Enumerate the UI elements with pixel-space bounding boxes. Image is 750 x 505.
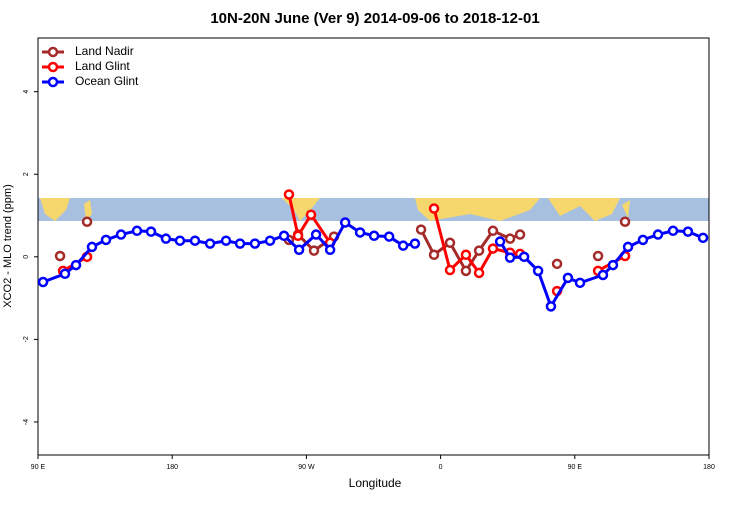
point <box>532 265 544 277</box>
point <box>514 229 526 240</box>
point <box>204 238 216 249</box>
point <box>473 267 485 279</box>
y-tick-label: -2 <box>23 336 30 342</box>
legend-marker <box>47 76 59 88</box>
point <box>264 235 276 246</box>
point <box>234 238 246 249</box>
point <box>354 227 366 238</box>
point <box>415 224 427 235</box>
point <box>460 249 472 261</box>
x-tick-label: 0 <box>439 464 443 471</box>
point <box>551 258 563 270</box>
point <box>487 225 499 237</box>
point <box>339 217 351 228</box>
legend-marker <box>47 46 59 58</box>
point <box>131 225 143 237</box>
point <box>283 189 295 200</box>
point <box>115 229 127 240</box>
y-tick-label: 4 <box>23 90 30 94</box>
point <box>383 231 395 242</box>
point <box>160 233 172 244</box>
plot-frame <box>37 37 710 456</box>
point <box>397 240 409 251</box>
point <box>293 244 305 256</box>
point <box>607 259 619 271</box>
y-tick-label: -4 <box>23 419 30 425</box>
point <box>494 236 506 247</box>
x-tick-label: 90 E <box>568 464 583 471</box>
legend-label: Land Glint <box>75 59 130 73</box>
point <box>220 235 232 246</box>
point <box>324 244 336 256</box>
point <box>368 230 380 242</box>
point <box>59 268 71 279</box>
point <box>460 265 472 277</box>
point <box>637 234 649 246</box>
point <box>574 277 586 289</box>
point <box>308 245 320 256</box>
point <box>310 229 322 240</box>
x-tick-label: 90 E <box>31 464 46 471</box>
legend-marker <box>47 61 59 73</box>
point <box>518 251 530 263</box>
point <box>81 216 93 227</box>
point <box>145 226 157 237</box>
legend-label: Land Nadir <box>75 44 134 58</box>
point <box>444 264 456 276</box>
point <box>592 250 604 262</box>
point <box>409 238 421 249</box>
point <box>622 241 634 253</box>
point <box>249 238 261 249</box>
y-tick-label: 2 <box>23 172 30 176</box>
point <box>597 269 609 281</box>
point <box>428 249 440 261</box>
point <box>70 259 82 271</box>
point <box>189 235 201 246</box>
point <box>667 225 679 237</box>
x-axis-label: Longitude <box>349 476 402 490</box>
point <box>619 216 631 227</box>
legend-label: Ocean Glint <box>75 74 139 88</box>
point <box>697 232 709 244</box>
point <box>292 230 304 242</box>
y-axis-label: XCO2 - MLO trend (ppm) <box>2 184 14 307</box>
point <box>473 245 485 256</box>
point <box>428 203 440 214</box>
point <box>504 233 516 244</box>
map-strip <box>38 198 709 221</box>
point <box>37 276 49 288</box>
point <box>278 230 290 242</box>
point <box>174 235 186 246</box>
point <box>652 229 664 240</box>
chart-title: 10N-20N June (Ver 9) 2014-09-06 to 2018-… <box>210 10 539 27</box>
point <box>54 250 66 262</box>
point <box>305 209 317 220</box>
point <box>562 272 574 284</box>
point <box>682 226 694 237</box>
x-tick-label: 90 W <box>298 464 315 471</box>
point <box>504 252 516 263</box>
point <box>487 243 499 254</box>
x-tick-label: 180 <box>703 464 715 471</box>
point <box>100 234 112 246</box>
point <box>545 301 557 312</box>
point <box>86 241 98 253</box>
y-tick-label: 0 <box>23 255 30 259</box>
x-tick-label: 180 <box>166 464 178 471</box>
point <box>444 237 456 249</box>
